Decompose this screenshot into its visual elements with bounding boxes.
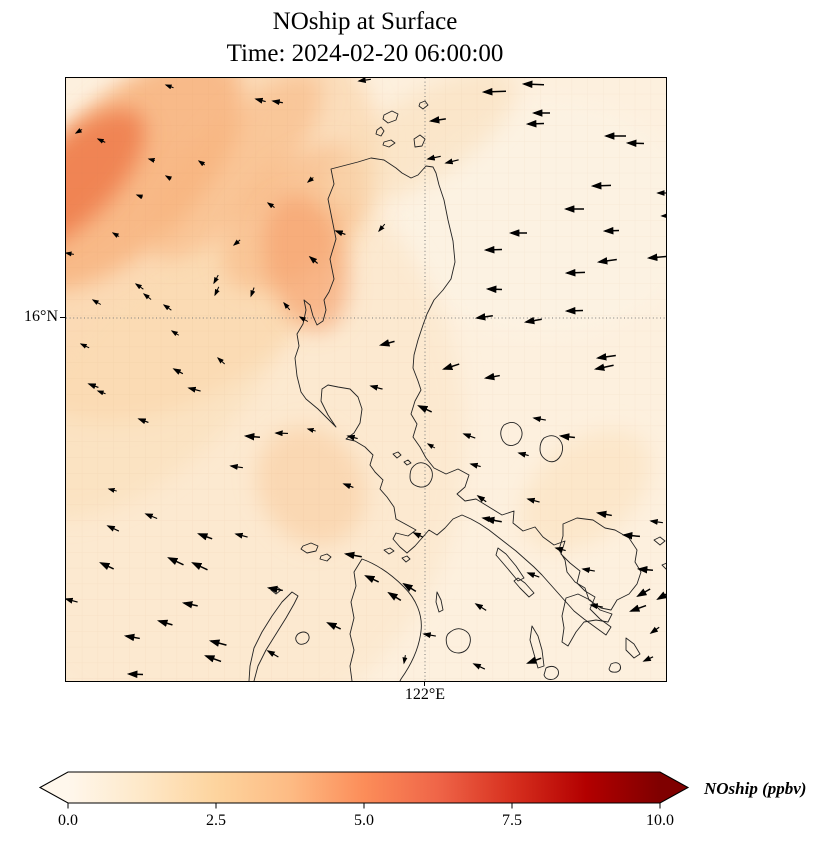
colorbar-tick-label: 5.0 xyxy=(354,812,374,829)
map-plot-area xyxy=(66,78,666,681)
colorbar-svg: 0.0 2.5 5.0 7.5 10.0 NOship (ppbv) xyxy=(30,765,836,839)
figure-title: NOship at Surface Time: 2024-02-20 06:00… xyxy=(65,6,665,70)
wind-arrow xyxy=(484,91,506,92)
wind-arrow xyxy=(567,310,583,311)
colorbar-tick-label: 7.5 xyxy=(502,812,522,829)
wind-arrow xyxy=(628,143,644,144)
colorbar-gradient-bar xyxy=(40,772,688,803)
wind-arrow xyxy=(528,123,544,124)
y-axis-tick-mark xyxy=(60,317,65,318)
map-axes xyxy=(65,77,667,682)
figure-title-line2: Time: 2024-02-20 06:00:00 xyxy=(65,38,665,70)
y-axis-tick-label: 16°N xyxy=(18,308,58,326)
colorbar-tick-label: 0.0 xyxy=(58,812,78,829)
figure-title-line1: NOship at Surface xyxy=(65,6,665,38)
colorbar-tick-label: 10.0 xyxy=(646,812,674,829)
colorbar-unit-label: NOship (ppbv) xyxy=(703,779,806,798)
colorbar-ticks: 0.0 2.5 5.0 7.5 10.0 xyxy=(58,803,674,829)
colorbar: 0.0 2.5 5.0 7.5 10.0 NOship (ppbv) xyxy=(30,765,836,839)
wind-arrow xyxy=(524,84,544,85)
colorbar-tick-label: 2.5 xyxy=(206,812,226,829)
pcolormesh-cell-texture xyxy=(66,78,666,681)
wind-arrow xyxy=(567,272,585,273)
x-axis-tick-label: 122°E xyxy=(375,686,475,704)
wind-arrow xyxy=(486,249,502,250)
wind-arrow xyxy=(593,185,611,186)
